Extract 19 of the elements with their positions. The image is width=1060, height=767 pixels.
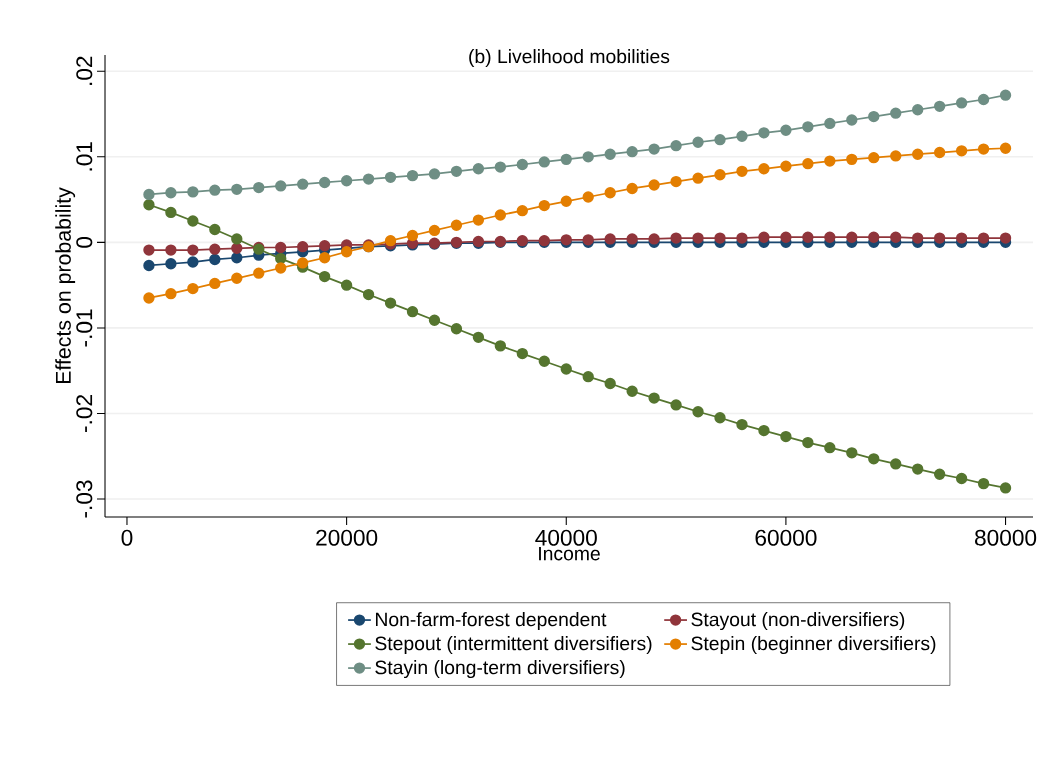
legend-label: Stayin (long-term diversifiers) <box>375 660 625 679</box>
legend-label: Stayout (non-diversifiers) <box>691 612 905 631</box>
y-tick-label: -.02 <box>76 395 93 432</box>
x-tick-label: 80000 <box>975 529 1037 546</box>
y-tick-label: -.03 <box>76 480 93 518</box>
legend-label: Non-farm-forest dependent <box>375 612 607 631</box>
x-axis-title: Income <box>539 546 600 561</box>
y-tick-label: 0 <box>76 236 93 248</box>
x-tick-label: 40000 <box>535 529 597 546</box>
y-axis-title: Effects on probability <box>55 187 76 384</box>
y-tick-label: -.01 <box>76 309 93 347</box>
x-tick-label: 0 <box>121 529 133 546</box>
x-tick-label: 60000 <box>755 529 817 546</box>
chart-title: (b) Livelihood mobilities <box>469 49 670 68</box>
y-tick-label: .02 <box>76 56 93 85</box>
legend-label: Stepout (intermittent diversifiers) <box>375 636 652 655</box>
y-tick-label: .01 <box>76 142 93 171</box>
x-tick-label: 20000 <box>316 529 378 546</box>
legend-label: Stepin (beginner diversifiers) <box>691 636 936 655</box>
